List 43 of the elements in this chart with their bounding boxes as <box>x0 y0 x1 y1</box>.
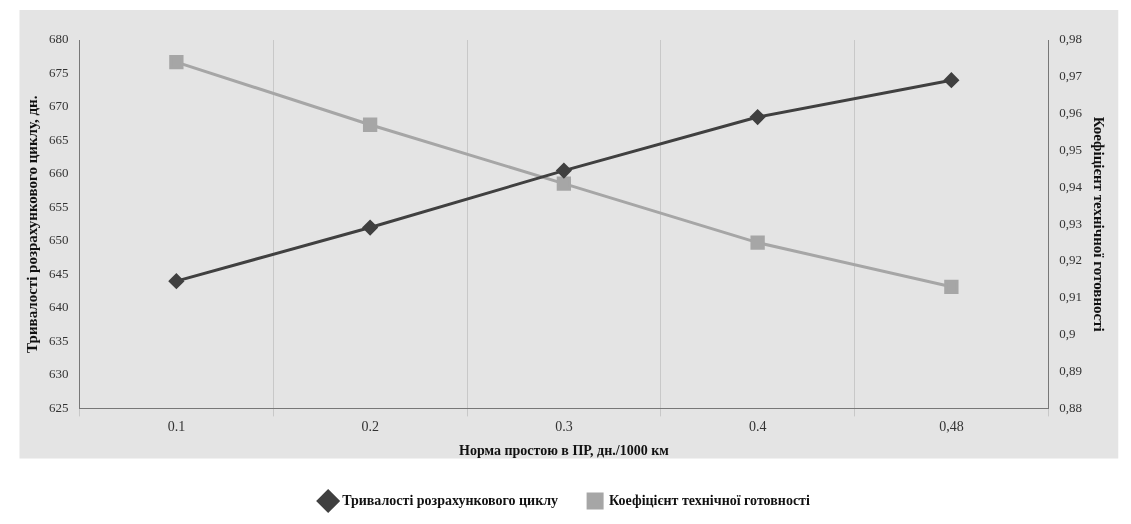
y2-tick-label: 0,9 <box>1059 326 1076 342</box>
y-tick-label: 670 <box>49 98 69 114</box>
y-tick-label: 635 <box>49 332 69 348</box>
y-tick-label: 625 <box>49 399 69 415</box>
y-tick-label: 660 <box>49 165 69 181</box>
x-tick-label: 0.2 <box>361 419 379 435</box>
y2-tick-label: 0,89 <box>1059 362 1082 378</box>
point <box>168 273 184 289</box>
x-tick-label: 0.4 <box>748 419 767 435</box>
legend-label: Тривалості розрахункового циклу <box>342 492 559 508</box>
point <box>943 72 959 88</box>
x-tick-label: 0.3 <box>555 419 573 435</box>
point <box>556 163 572 179</box>
y-tick-label: 655 <box>49 198 69 214</box>
y2-tick-label: 0,94 <box>1059 178 1083 194</box>
y2-tick-label: 0,92 <box>1059 252 1082 268</box>
y2-tick-label: 0,96 <box>1059 105 1083 121</box>
point <box>944 279 959 294</box>
y2-tick-label: 0,88 <box>1059 399 1082 415</box>
y-tick-label: 650 <box>49 232 69 248</box>
y-tick-label: 675 <box>49 64 69 80</box>
x-axis-title: Норма простою в ПР, дн./1000 км <box>458 443 670 459</box>
point <box>169 54 184 70</box>
y2-tick-label: 0,98 <box>1059 31 1082 47</box>
point <box>750 109 766 125</box>
y2-tick-label: 0,97 <box>1059 68 1083 84</box>
y-axis-title: Тривалості розрахункового циклу, дн. <box>23 95 40 353</box>
x-tick-label: 0.1 <box>167 419 186 435</box>
legend-label: Коефіцієнт технічної готовності <box>609 492 810 508</box>
y2-tick-label: 0,95 <box>1059 141 1082 157</box>
point <box>750 235 765 250</box>
point <box>362 117 378 132</box>
point <box>362 220 378 236</box>
point <box>556 176 572 191</box>
y2-tick-label: 0,91 <box>1059 289 1082 305</box>
y2-axis-title: Коефіцієнт технічної готовності <box>1091 116 1108 332</box>
y-tick-label: 630 <box>49 366 69 382</box>
y2-tick-label: 0,93 <box>1059 215 1082 231</box>
y-tick-label: 680 <box>49 31 69 47</box>
x-tick-label: 0,48 <box>939 419 964 435</box>
y-tick-label: 645 <box>49 265 69 281</box>
y-tick-label: 640 <box>49 299 69 315</box>
y-tick-label: 665 <box>49 131 69 147</box>
